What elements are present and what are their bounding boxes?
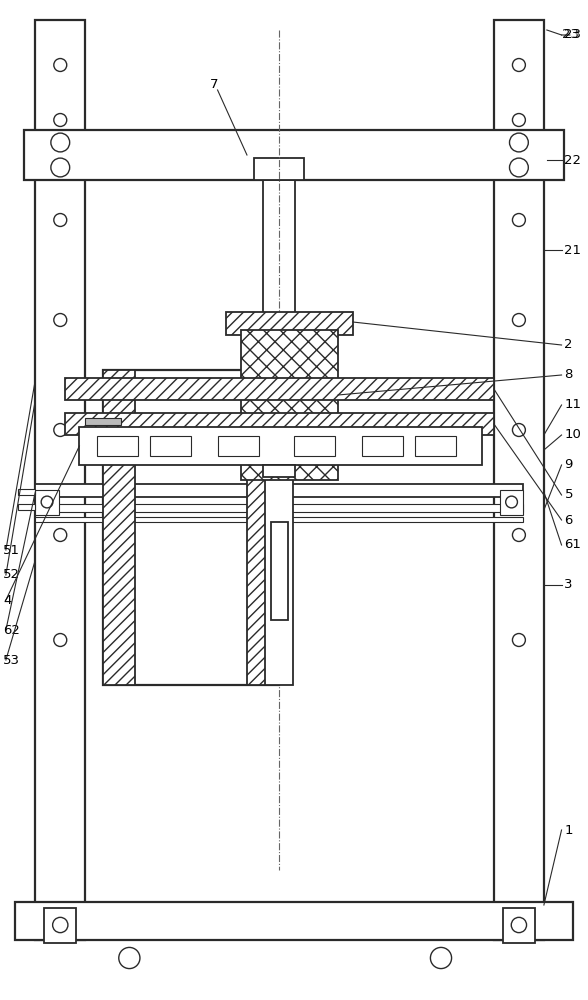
Bar [265, 370, 293, 685]
Bar [263, 180, 296, 330]
Bar [503, 908, 535, 942]
Bar [150, 436, 191, 456]
Text: 23: 23 [562, 28, 579, 41]
Circle shape [430, 947, 452, 969]
Text: 11: 11 [564, 398, 582, 412]
Circle shape [54, 314, 66, 326]
Bar [254, 158, 305, 180]
Circle shape [54, 424, 66, 436]
Text: 51: 51 [3, 544, 20, 556]
Circle shape [54, 529, 66, 541]
Bar [218, 436, 259, 456]
Text: 7: 7 [211, 79, 219, 92]
Bar [35, 489, 59, 514]
Bar [18, 504, 35, 510]
Bar [294, 436, 335, 456]
Circle shape [54, 114, 66, 126]
Circle shape [509, 158, 528, 177]
Bar [500, 489, 523, 514]
Circle shape [512, 114, 525, 126]
Circle shape [51, 158, 69, 177]
Bar [226, 312, 353, 335]
Text: 9: 9 [564, 458, 573, 472]
Text: 62: 62 [3, 624, 20, 637]
Circle shape [54, 59, 66, 71]
Circle shape [512, 634, 525, 646]
Bar [271, 522, 288, 620]
Bar [44, 908, 76, 942]
Bar [79, 427, 482, 465]
Text: 10: 10 [564, 428, 582, 442]
Text: 8: 8 [564, 368, 573, 381]
Circle shape [53, 917, 68, 933]
Circle shape [509, 133, 528, 152]
Text: 21: 21 [564, 243, 582, 256]
Circle shape [51, 133, 69, 152]
Circle shape [506, 496, 517, 508]
Text: 5: 5 [564, 488, 573, 502]
Bar [415, 436, 456, 456]
Bar [97, 436, 138, 456]
Bar [15, 902, 573, 940]
Text: 22: 22 [564, 153, 582, 166]
Bar [65, 378, 494, 400]
Bar [241, 330, 338, 480]
Circle shape [119, 947, 140, 969]
Circle shape [512, 314, 525, 326]
Circle shape [512, 214, 525, 226]
Bar [65, 413, 494, 435]
Bar [35, 517, 523, 522]
Bar [85, 418, 121, 425]
Text: 23: 23 [564, 28, 582, 41]
Bar [103, 370, 135, 685]
Bar [18, 489, 35, 495]
Bar [247, 370, 279, 685]
Bar [35, 504, 523, 512]
Bar [24, 130, 564, 180]
Text: 52: 52 [3, 568, 20, 582]
Circle shape [512, 59, 525, 71]
Circle shape [41, 496, 53, 508]
Bar [35, 20, 85, 940]
Bar [103, 370, 279, 685]
Text: 2: 2 [564, 338, 573, 352]
Text: 53: 53 [3, 654, 20, 666]
Text: 6: 6 [564, 514, 573, 526]
Text: 3: 3 [564, 578, 573, 591]
Circle shape [512, 424, 525, 436]
Circle shape [512, 529, 525, 541]
Text: 4: 4 [3, 593, 11, 606]
Bar [35, 484, 523, 497]
Text: 1: 1 [564, 824, 573, 836]
Circle shape [54, 214, 66, 226]
Bar [362, 436, 403, 456]
Bar [494, 20, 544, 940]
Bar [263, 465, 296, 477]
Circle shape [511, 917, 527, 933]
Text: 61: 61 [564, 538, 582, 552]
Circle shape [54, 634, 66, 646]
